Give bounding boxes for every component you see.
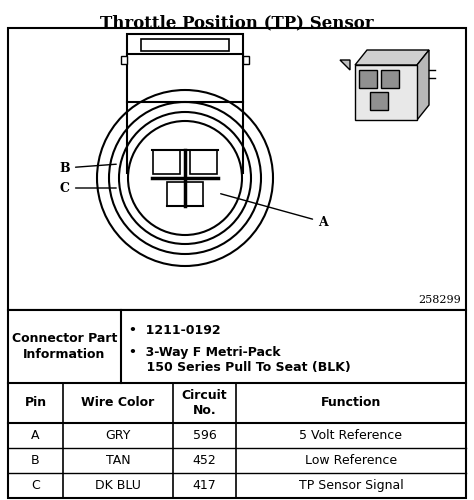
Text: 258299: 258299 bbox=[418, 295, 461, 305]
Bar bbox=[190, 150, 217, 174]
Text: Throttle Position (TP) Sensor: Throttle Position (TP) Sensor bbox=[100, 14, 374, 31]
Bar bbox=[370, 92, 388, 110]
Text: C: C bbox=[31, 479, 40, 492]
Polygon shape bbox=[340, 60, 350, 70]
Text: A: A bbox=[31, 429, 40, 442]
Text: Wire Color: Wire Color bbox=[82, 396, 155, 409]
Bar bbox=[359, 70, 377, 88]
Polygon shape bbox=[355, 50, 429, 65]
Bar bbox=[8, 28, 466, 310]
Bar bbox=[381, 70, 399, 88]
Text: Connector Part
Information: Connector Part Information bbox=[12, 332, 117, 360]
Bar bbox=[243, 56, 249, 64]
Bar bbox=[141, 39, 229, 51]
Bar bbox=[127, 34, 243, 102]
Text: GRY: GRY bbox=[105, 429, 131, 442]
Text: B: B bbox=[31, 454, 40, 467]
Text: TAN: TAN bbox=[106, 454, 130, 467]
Text: Function: Function bbox=[321, 396, 381, 409]
Text: 417: 417 bbox=[192, 479, 216, 492]
Text: Low Reference: Low Reference bbox=[305, 454, 397, 467]
Text: Pin: Pin bbox=[25, 396, 46, 409]
Circle shape bbox=[128, 121, 242, 235]
Text: 5 Volt Reference: 5 Volt Reference bbox=[300, 429, 402, 442]
Text: C: C bbox=[60, 182, 116, 194]
Text: TP Sensor Signal: TP Sensor Signal bbox=[299, 479, 403, 492]
Bar bbox=[355, 65, 417, 120]
Text: A: A bbox=[221, 194, 328, 228]
Text: •  3-Way F Metri-Pack
    150 Series Pull To Seat (BLK): • 3-Way F Metri-Pack 150 Series Pull To … bbox=[129, 346, 351, 374]
Bar bbox=[153, 150, 180, 174]
Text: Circuit
No.: Circuit No. bbox=[182, 389, 228, 417]
Text: B: B bbox=[59, 162, 116, 174]
Bar bbox=[121, 56, 127, 64]
Text: 596: 596 bbox=[192, 429, 216, 442]
Polygon shape bbox=[417, 50, 429, 120]
Bar bbox=[167, 182, 203, 206]
Text: DK BLU: DK BLU bbox=[95, 479, 141, 492]
Bar bbox=[8, 310, 466, 498]
Text: 452: 452 bbox=[192, 454, 216, 467]
Text: •  1211-0192: • 1211-0192 bbox=[129, 324, 220, 337]
